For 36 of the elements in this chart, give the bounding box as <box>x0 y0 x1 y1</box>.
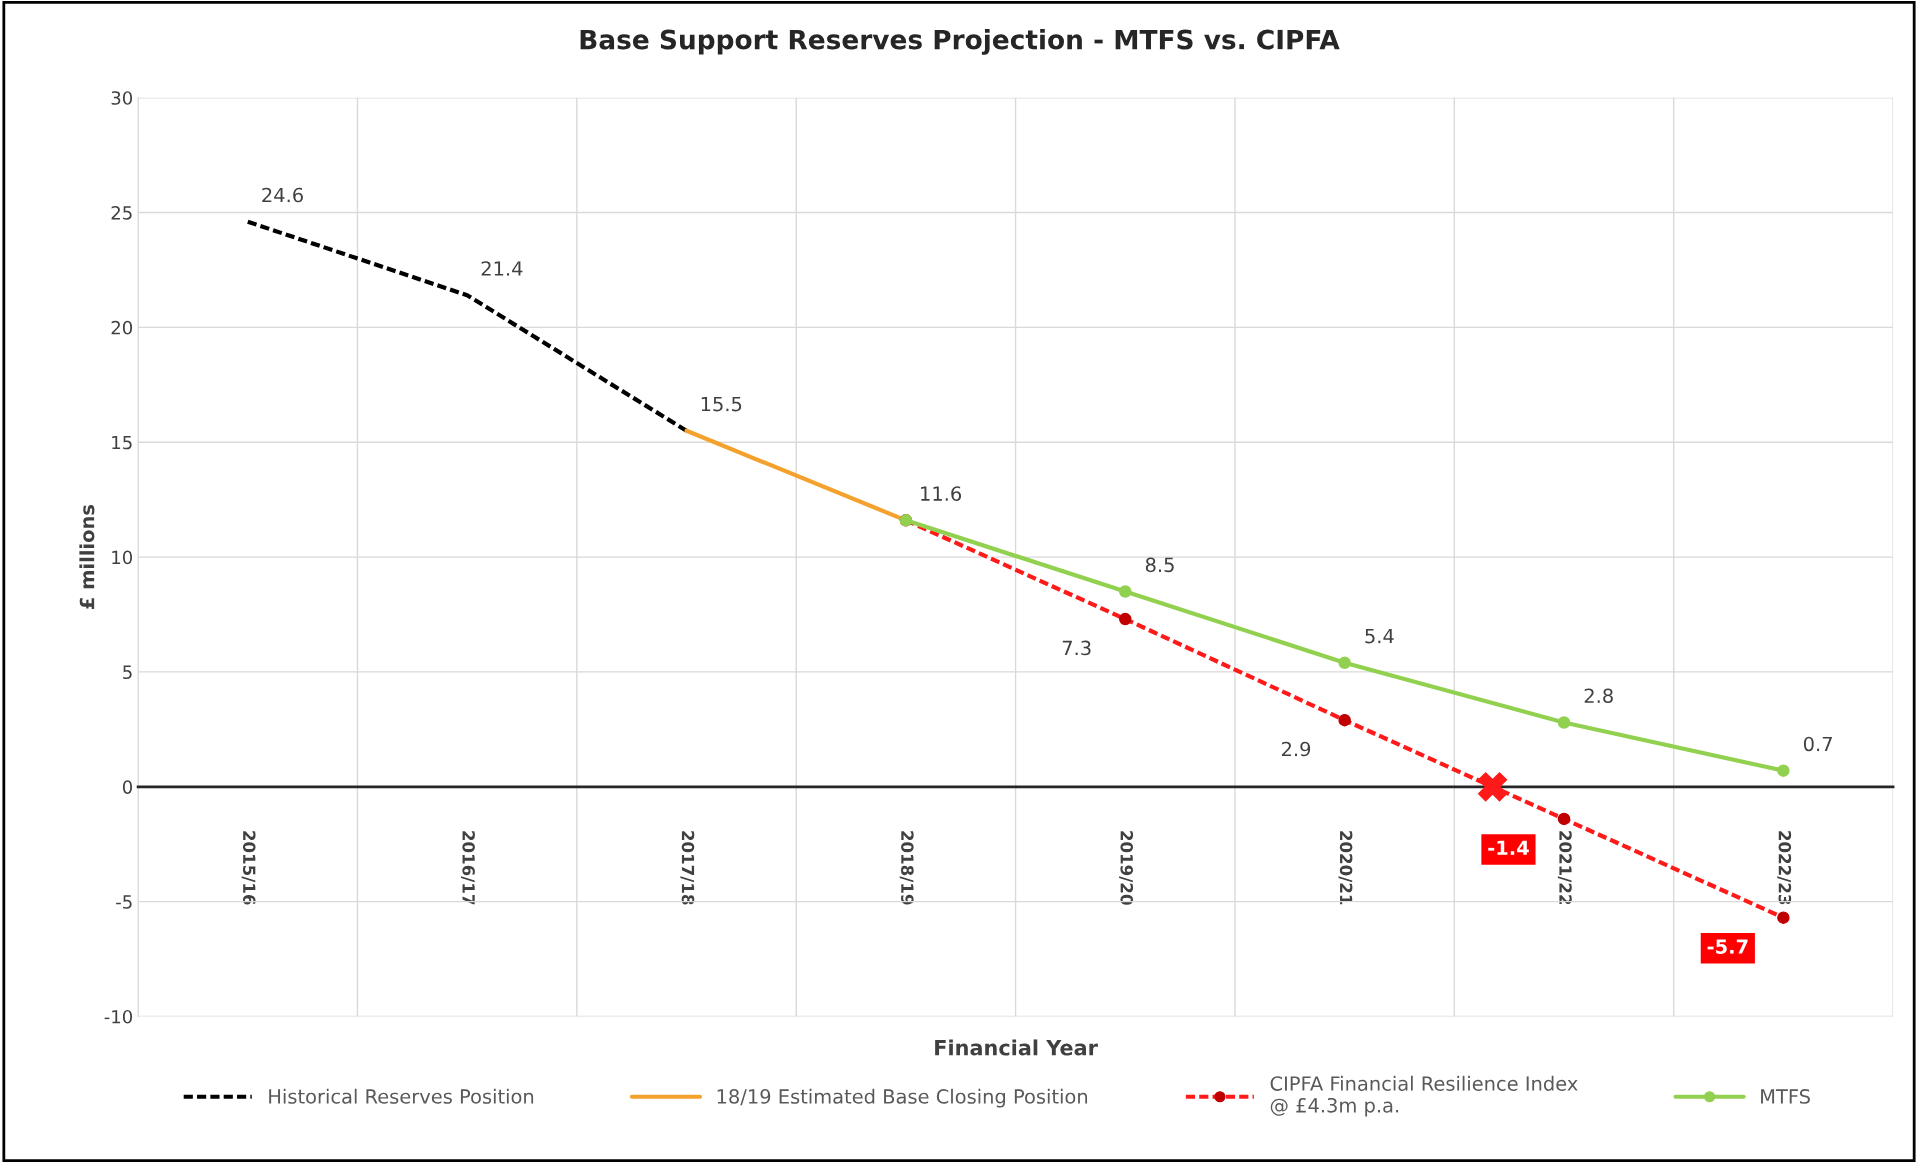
x-tick-label: 2020/21 <box>1338 831 1353 905</box>
y-tick-label: 30 <box>111 91 133 105</box>
data-label: 2.8 <box>1584 688 1613 704</box>
data-label: 5.4 <box>1365 628 1394 644</box>
data-label: 21.4 <box>481 261 523 276</box>
legend-label: CIPFA Financial Resilience Index @ £4.3m p.a. <box>1270 1075 1578 1117</box>
data-label: -5.7 <box>1707 939 1748 954</box>
legend-label: MTFS <box>1761 1089 1810 1104</box>
y-axis-title: £ millions <box>79 505 95 609</box>
y-tick-label: -5 <box>116 895 132 909</box>
y-tick-label: 25 <box>111 206 132 220</box>
y-tick-label: 5 <box>123 665 132 680</box>
data-label: 15.5 <box>701 396 742 412</box>
y-tick-label: 20 <box>111 320 133 335</box>
x-tick-label: 2019/20 <box>1119 831 1134 905</box>
data-label: -1.4 <box>1488 840 1529 855</box>
data-label: 8.5 <box>1145 557 1174 573</box>
x-tick-label: 2015/16 <box>241 831 256 905</box>
x-tick-label: 2016/17 <box>461 831 475 905</box>
x-axis-title: Financial Year <box>935 1039 1098 1056</box>
y-tick-label: 10 <box>112 550 133 565</box>
y-tick-label: -10 <box>104 1009 133 1024</box>
y-tick-label: 15 <box>112 435 132 450</box>
x-tick-label: 2018/19 <box>899 831 914 905</box>
y-tick-label: 0 <box>122 780 133 794</box>
legend-label: Historical Reserves Position <box>269 1088 534 1104</box>
data-label: 24.6 <box>262 187 303 203</box>
x-tick-label: 2022/23 <box>1777 831 1792 905</box>
x-tick-label: 2021/22 <box>1557 831 1572 905</box>
data-label: 7.3 <box>1062 640 1091 656</box>
data-label: 0.7 <box>1803 736 1832 752</box>
chart-title: Base Support Reserves Projection - MTFS vs. CIPFA <box>580 29 1340 55</box>
legend-label: 18/19 Estimated Base Closing Position <box>717 1088 1088 1108</box>
data-label: 2.9 <box>1281 741 1311 757</box>
x-tick-label: 2017/18 <box>680 831 695 905</box>
data-label: 11.6 <box>921 486 962 501</box>
